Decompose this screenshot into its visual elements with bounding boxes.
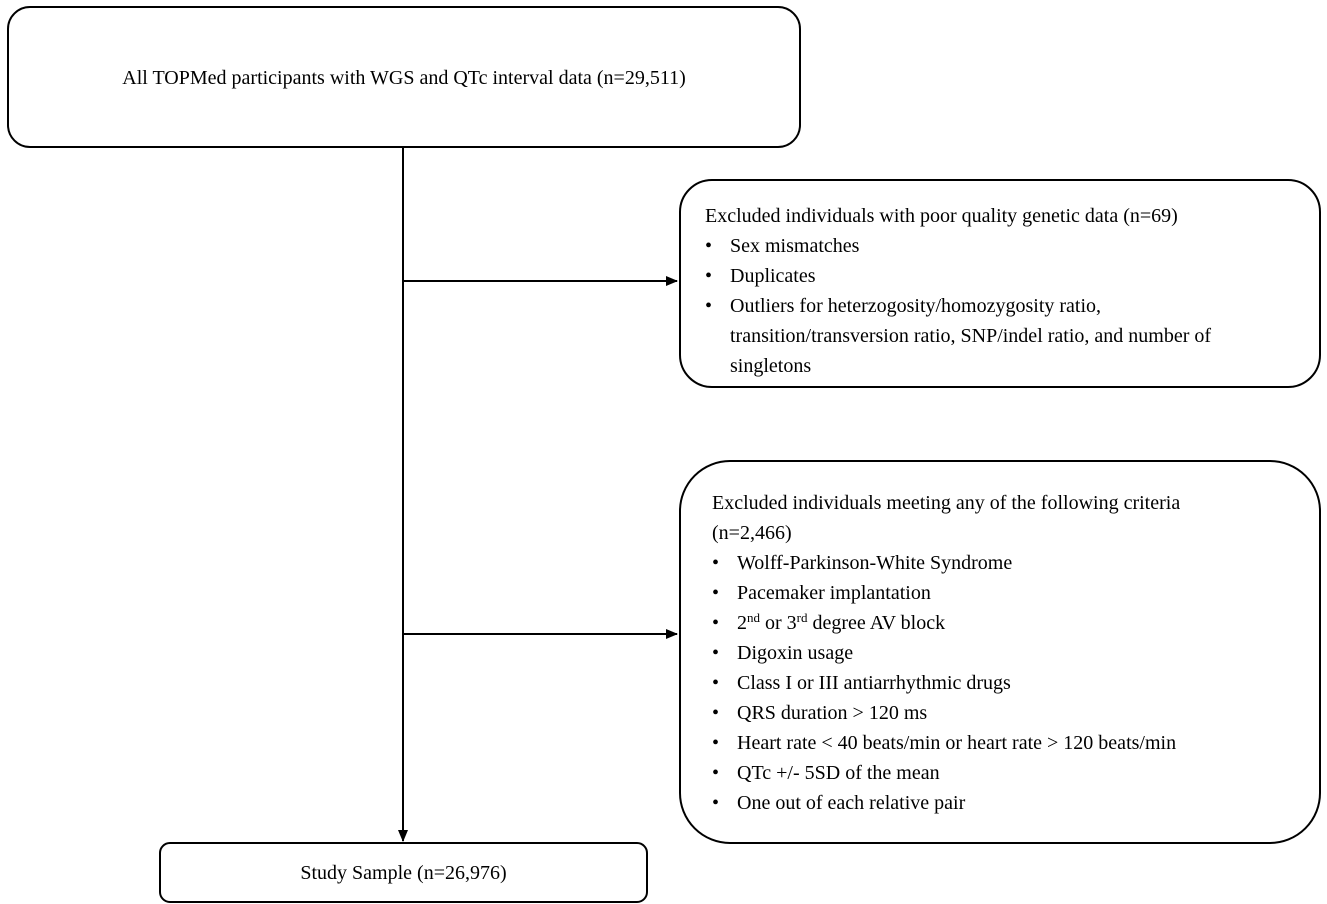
- list-item: Outliers for heterzogosity/homozygosity …: [705, 291, 1270, 381]
- exclusion-list: Wolff-Parkinson-White SyndromePacemaker …: [712, 548, 1302, 818]
- list-item: Sex mismatches: [705, 231, 1270, 261]
- list-item: Duplicates: [705, 261, 1270, 291]
- list-item: Digoxin usage: [712, 638, 1302, 668]
- list-item: QTc +/- 5SD of the mean: [712, 758, 1302, 788]
- text-segment: nd: [747, 610, 760, 625]
- list-item: 2nd or 3rd degree AV block: [712, 608, 1302, 638]
- exclusion-list: Sex mismatchesDuplicatesOutliers for het…: [705, 231, 1270, 381]
- list-item: Heart rate < 40 beats/min or heart rate …: [712, 728, 1302, 758]
- text-segment: or 3: [760, 612, 797, 634]
- text-segment: rd: [796, 610, 808, 625]
- start-text: All TOPMed participants with WGS and QTc…: [122, 67, 686, 89]
- exclusion-title: Excluded individuals meeting any of the …: [712, 492, 1181, 544]
- exclusion-title: Excluded individuals with poor quality g…: [705, 205, 1178, 227]
- list-item: One out of each relative pair: [712, 788, 1302, 818]
- exclusion-block: Excluded individuals with poor quality g…: [705, 201, 1305, 381]
- text-segment: degree AV block: [807, 612, 946, 634]
- list-item: Class I or III antiarrhythmic drugs: [712, 668, 1302, 698]
- text-segment: 2: [737, 612, 747, 634]
- exclusion-block: Excluded individuals meeting any of the …: [712, 488, 1302, 818]
- list-item: QRS duration > 120 ms: [712, 698, 1302, 728]
- result-text: Study Sample (n=26,976): [300, 862, 507, 884]
- list-item: Wolff-Parkinson-White Syndrome: [712, 548, 1302, 578]
- list-item: Pacemaker implantation: [712, 578, 1302, 608]
- result-box: [159, 842, 648, 903]
